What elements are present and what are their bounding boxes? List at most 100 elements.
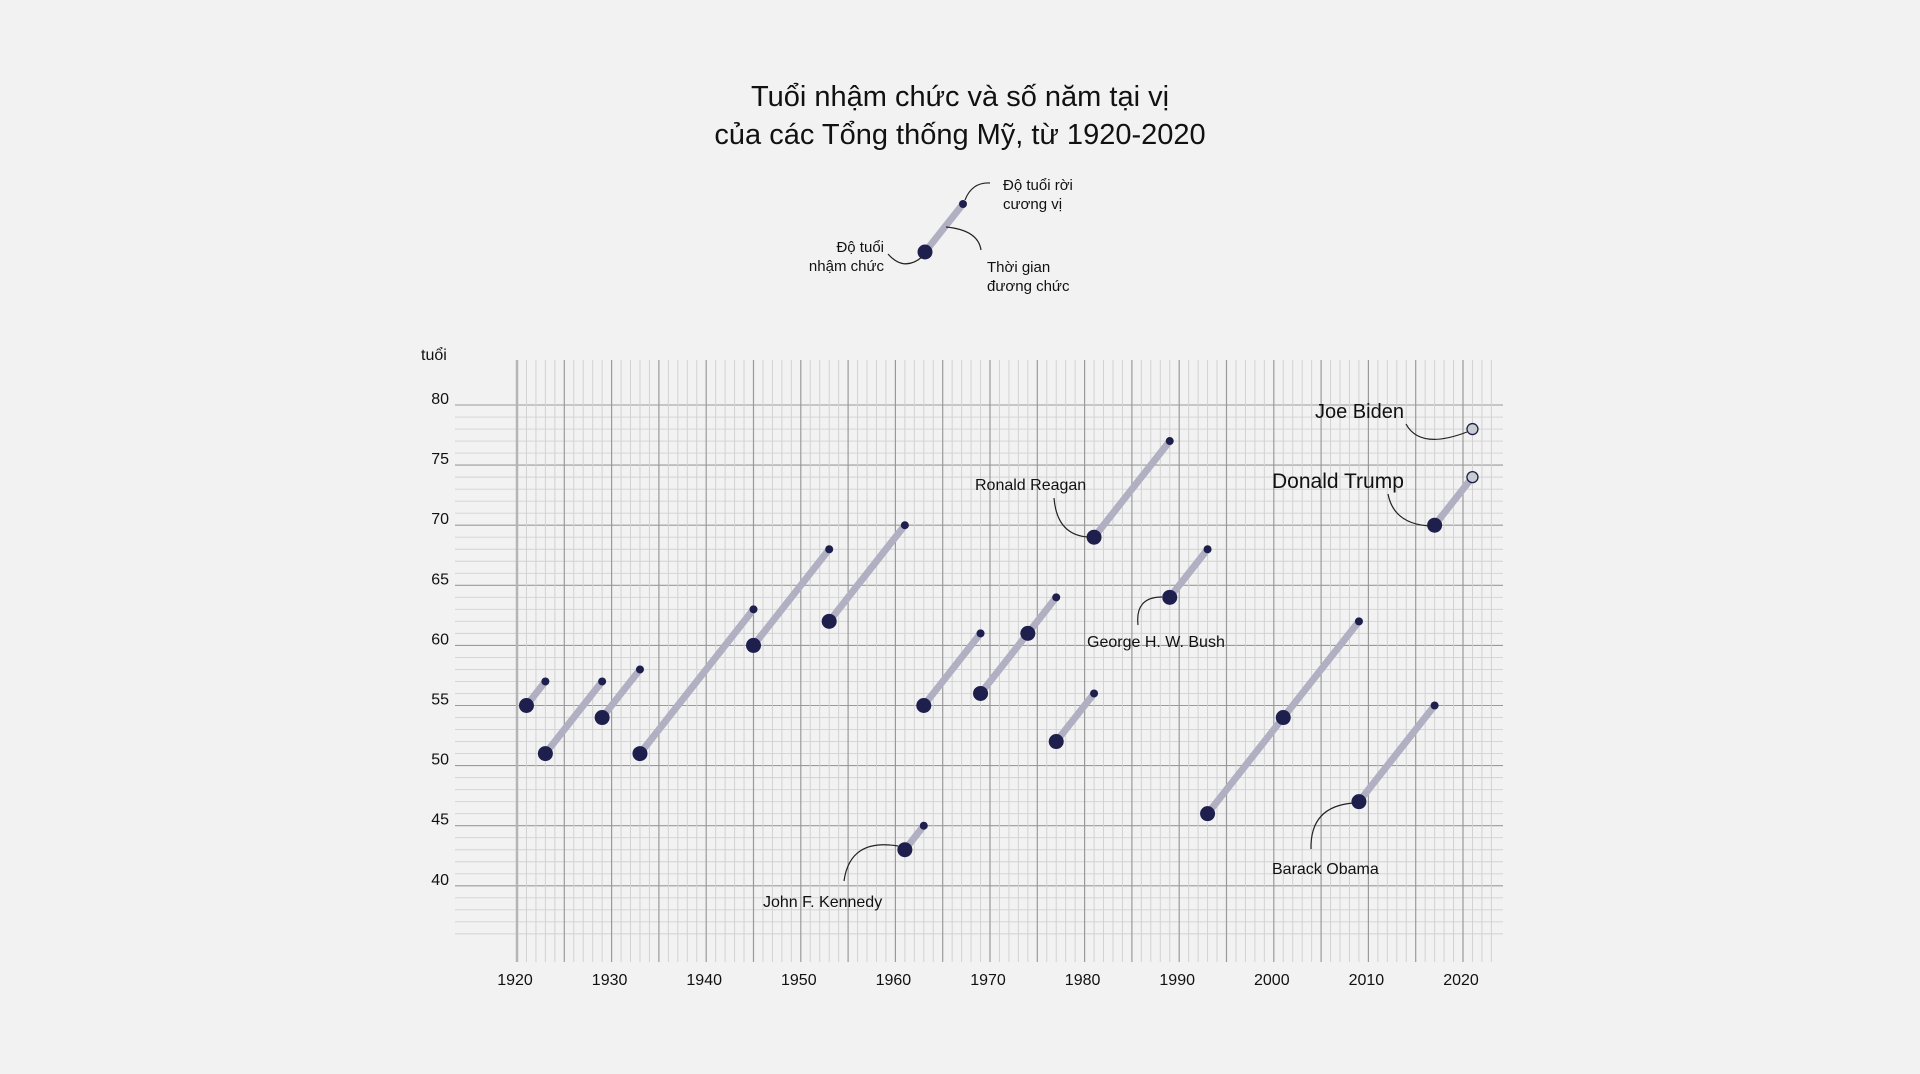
start-age-dot xyxy=(1162,589,1178,605)
end-age-dot xyxy=(598,677,607,686)
legend-end-label-2: cương vị xyxy=(1003,196,1062,213)
start-age-dot xyxy=(916,698,932,713)
legend: Độ tuổi nhậm chức Độ tuổi rời cương vị T… xyxy=(809,177,1073,295)
legend-duration-connector xyxy=(945,226,982,251)
chart-title: Tuổi nhậm chức và số năm tại vị của các … xyxy=(0,78,1920,154)
start-age-dot xyxy=(632,746,648,762)
start-age-dot xyxy=(1086,529,1102,545)
term-bar xyxy=(636,605,757,758)
term-bar xyxy=(598,665,644,722)
term-bar xyxy=(1204,714,1287,818)
x-tick-label: 1920 xyxy=(497,972,533,989)
end-age-dot xyxy=(976,629,985,638)
label-connector xyxy=(1310,802,1355,850)
label-connector xyxy=(1053,497,1089,538)
grid xyxy=(455,360,1503,962)
term-bar xyxy=(1166,545,1212,601)
legend-end-dot xyxy=(959,200,967,208)
x-tick-label: 2010 xyxy=(1349,972,1385,989)
y-tick-label: 65 xyxy=(431,571,449,588)
start-age-dot xyxy=(1351,794,1367,810)
legend-start-label-1: Độ tuổi xyxy=(836,239,884,256)
term-bar xyxy=(1090,437,1174,541)
start-age-dot xyxy=(897,842,913,858)
start-age-dot xyxy=(1275,710,1291,726)
y-tick-label: 55 xyxy=(431,692,449,709)
start-age-dot xyxy=(1427,517,1443,533)
y-tick-label: 50 xyxy=(431,752,449,769)
end-age-dot xyxy=(825,545,834,554)
start-age-dot xyxy=(1020,625,1036,641)
legend-start-connector xyxy=(887,253,923,265)
end-age-dot-open xyxy=(1466,470,1479,484)
label-connector xyxy=(1405,423,1468,440)
y-axis-title: tuổi xyxy=(421,346,447,364)
term-bar xyxy=(750,545,833,649)
label-connector xyxy=(1137,596,1163,626)
term-bar xyxy=(1355,702,1439,806)
x-tick-label: 1970 xyxy=(970,972,1006,989)
term-bar xyxy=(1431,473,1476,529)
end-age-dot xyxy=(1354,617,1363,626)
chart-title-line2: của các Tổng thống Mỹ, từ 1920-2020 xyxy=(714,119,1206,151)
end-age-dot xyxy=(919,821,928,830)
end-age-dot xyxy=(635,665,644,674)
legend-start-label-2: nhậm chức xyxy=(809,258,885,275)
end-age-dot xyxy=(1052,593,1061,602)
y-tick-label: 40 xyxy=(431,872,449,889)
end-age-dot xyxy=(900,521,909,530)
term-bar xyxy=(541,677,606,758)
term-bar xyxy=(1024,593,1060,637)
legend-end-connector xyxy=(964,182,991,201)
term-bar xyxy=(825,521,909,625)
start-age-dot xyxy=(746,637,761,653)
y-tick-label: 80 xyxy=(431,391,449,408)
president-label: Donald Trump xyxy=(1272,470,1404,493)
start-age-dot xyxy=(518,698,534,713)
y-tick-label: 70 xyxy=(431,511,449,528)
start-age-dot xyxy=(594,710,610,726)
term-bar xyxy=(920,629,985,709)
x-tick-label: 1980 xyxy=(1065,972,1101,989)
start-age-dot xyxy=(1200,806,1216,822)
end-age-dot xyxy=(1165,437,1174,446)
annotations: John F. Kennedy Ronald Reagan George H. W.… xyxy=(763,401,1468,911)
x-tick-label: 1930 xyxy=(592,972,628,989)
legend-start-dot xyxy=(917,244,933,260)
president-label: George H. W. Bush xyxy=(1087,634,1225,651)
x-tick-label: 2020 xyxy=(1443,972,1479,989)
start-age-dot xyxy=(821,613,837,629)
term-bar xyxy=(1052,689,1098,746)
end-age-dot xyxy=(1090,689,1099,698)
x-tick-label: 2000 xyxy=(1254,972,1290,989)
legend-end-label-1: Độ tuổi rời xyxy=(1003,177,1073,194)
president-label: Barack Obama xyxy=(1272,861,1379,878)
y-tick-label: 75 xyxy=(431,451,449,468)
y-tick-label: 60 xyxy=(431,631,449,648)
x-tick-label: 1990 xyxy=(1159,972,1195,989)
x-tick-label: 1960 xyxy=(876,972,912,989)
label-connector xyxy=(1387,493,1433,527)
start-age-dot xyxy=(1048,734,1064,750)
president-label: Ronald Reagan xyxy=(975,477,1086,494)
end-age-dot xyxy=(1203,545,1212,554)
y-axis: tuổi 40 45 50 55 60 65 70 75 80 xyxy=(421,346,449,889)
x-axis: 1920 1930 1940 1950 1960 1970 1980 1990 2000 2010… xyxy=(497,972,1479,989)
term-bar xyxy=(977,629,1032,697)
term-bar xyxy=(1279,617,1363,722)
end-age-dot xyxy=(541,677,550,686)
start-age-dot xyxy=(973,685,989,701)
chart-title-line1: Tuổi nhậm chức và số năm tại vị xyxy=(750,81,1170,113)
start-age-dot xyxy=(537,746,553,762)
legend-duration-label-1: Thời gian xyxy=(987,259,1050,276)
y-tick-label: 45 xyxy=(431,812,449,829)
end-age-dot-open xyxy=(1466,422,1479,436)
president-label: Joe Biden xyxy=(1315,401,1404,423)
label-connector xyxy=(843,844,899,882)
legend-term-bar xyxy=(921,200,967,256)
end-age-dot xyxy=(1430,701,1439,710)
president-marks xyxy=(518,422,1479,858)
end-age-dot xyxy=(749,605,758,614)
x-tick-label: 1940 xyxy=(686,972,722,989)
